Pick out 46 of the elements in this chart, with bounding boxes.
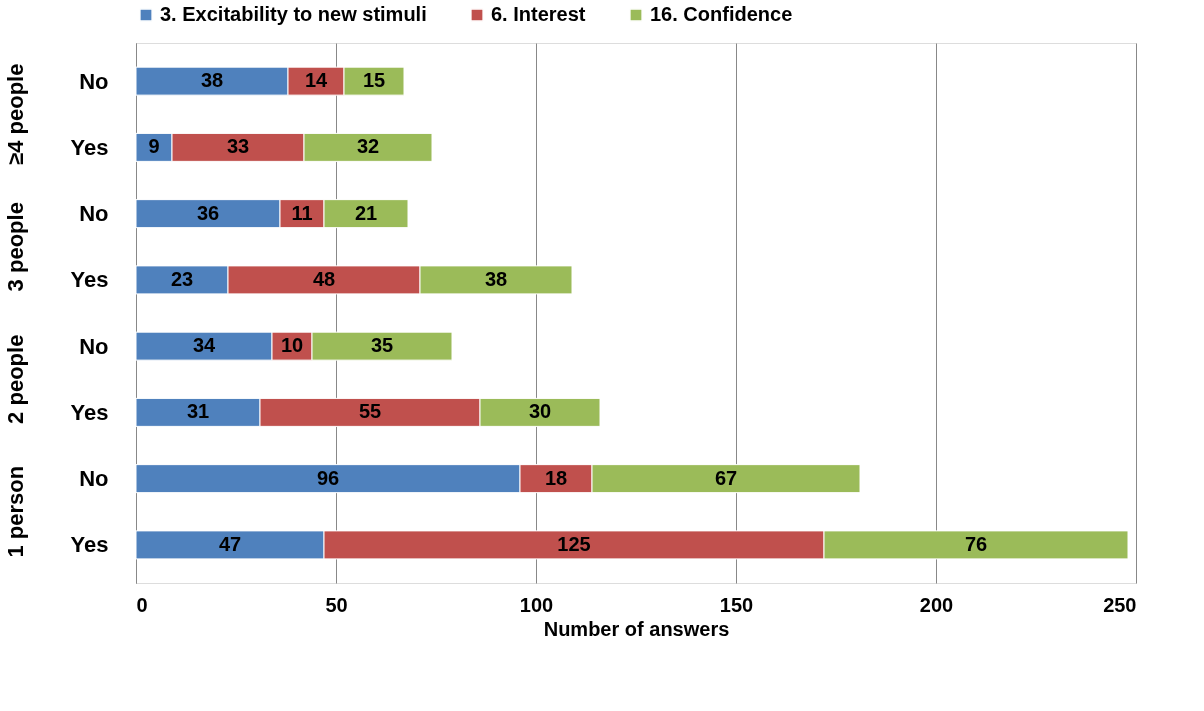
data-label: 67	[714, 466, 738, 489]
text: 3 people	[3, 202, 28, 292]
legend-label: 3. Excitability to new stimuli	[160, 3, 427, 25]
y-tick-label: Yes	[70, 267, 109, 293]
legend-label: 16. Confidence	[650, 3, 793, 25]
x-tick-label: 150	[719, 593, 754, 616]
data-label: 11	[291, 201, 313, 224]
data-label: 96	[316, 466, 340, 489]
x-tick-label: 0	[136, 593, 148, 616]
legend-label: 6. Interest	[491, 3, 586, 25]
data-label: 21	[354, 201, 378, 224]
text: 1 person	[3, 465, 28, 558]
data-label: 47	[218, 532, 242, 555]
y-tick-label: Yes	[70, 399, 109, 425]
x-tick-label: 250	[1103, 593, 1137, 616]
data-label: 125	[557, 532, 591, 555]
y-tick-label: Yes	[70, 134, 109, 160]
x-tick-label: 200	[919, 593, 954, 616]
y-tick-label: No	[79, 68, 109, 94]
data-label: 55	[358, 400, 382, 423]
data-label: 9	[148, 135, 160, 158]
data-label: 15	[362, 69, 386, 92]
data-label: 38	[484, 267, 508, 290]
x-tick-label: 100	[519, 593, 554, 616]
data-label: 38	[200, 69, 224, 92]
data-label: 36	[196, 201, 220, 224]
y-tick-label: No	[79, 201, 109, 227]
data-label: 33	[226, 135, 250, 158]
data-label: 32	[356, 135, 380, 158]
data-label: 10	[280, 334, 304, 357]
y-tick-label: No	[79, 466, 109, 492]
data-label: 30	[528, 400, 552, 423]
data-label: 14	[304, 69, 328, 92]
data-label: 48	[312, 267, 336, 290]
data-label: 18	[544, 466, 568, 489]
y-tick-label: No	[79, 333, 109, 359]
data-label: 34	[192, 334, 216, 357]
y-tick-label: Yes	[70, 532, 109, 558]
x-tick-label: 50	[325, 593, 348, 616]
text: ≥4 people	[3, 63, 28, 165]
data-label: 31	[186, 400, 210, 423]
text: 2 people	[3, 334, 28, 424]
data-label: 35	[370, 334, 394, 357]
data-label: 23	[170, 267, 194, 290]
data-label: 76	[964, 532, 988, 555]
x-axis-title: Number of answers	[543, 617, 730, 640]
